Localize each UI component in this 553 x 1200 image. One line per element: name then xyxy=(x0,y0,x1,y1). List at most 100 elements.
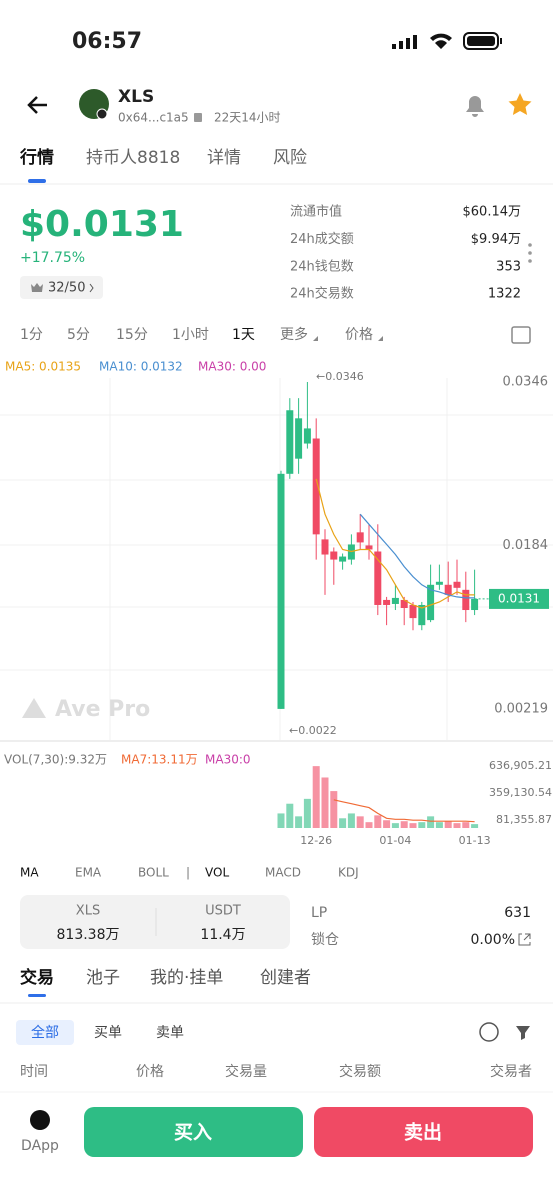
interval[interactable]: 1小时 xyxy=(172,327,209,343)
volume-bar xyxy=(295,816,303,828)
sell-label[interactable]: 卖出 xyxy=(404,1121,442,1144)
x-tick-label: 01-04 xyxy=(379,834,411,847)
interval[interactable]: 15分 xyxy=(116,327,148,343)
pool-token-name: XLS xyxy=(76,904,100,919)
trade-tab[interactable]: 交易 xyxy=(20,967,54,988)
back-button[interactable] xyxy=(27,96,47,114)
buy-button[interactable] xyxy=(84,1107,303,1157)
favorite-button[interactable] xyxy=(508,93,532,115)
y-tick-label: 359,130.54 xyxy=(489,786,552,799)
score-badge[interactable] xyxy=(20,276,103,299)
volume-bar xyxy=(339,818,347,828)
ma-line xyxy=(315,478,475,609)
volume-bar xyxy=(409,823,417,828)
candle-body xyxy=(453,581,461,588)
dropdown-caret xyxy=(378,336,383,341)
trade-tab[interactable]: 我的·挂单 xyxy=(150,968,223,988)
filter[interactable]: 卖单 xyxy=(156,1025,184,1041)
indicator[interactable]: KDJ xyxy=(338,866,359,880)
interval[interactable]: 5分 xyxy=(67,327,90,343)
stat-value: 1322 xyxy=(488,287,521,302)
volume-bar xyxy=(418,822,426,828)
more-menu[interactable] xyxy=(528,243,532,263)
candle-body xyxy=(471,598,479,611)
pause-button[interactable] xyxy=(479,1022,499,1042)
volume-bar xyxy=(391,823,399,828)
table-header: 时间 xyxy=(20,1064,48,1080)
sell-button[interactable] xyxy=(314,1107,533,1157)
token-symbol: XLS xyxy=(118,87,154,107)
copy-icon[interactable] xyxy=(194,113,202,122)
volume-bar xyxy=(471,824,479,828)
filter-button[interactable] xyxy=(516,1026,530,1040)
score: 32/50 xyxy=(48,281,85,296)
volume-title: VOL(7,30):9.32万 xyxy=(4,753,107,767)
trade-tab[interactable]: 池子 xyxy=(86,968,120,988)
candle-body xyxy=(339,556,347,562)
volume-bar xyxy=(453,823,461,828)
stat-value: $60.14万 xyxy=(463,205,522,220)
filter[interactable]: 全部 xyxy=(31,1024,59,1041)
clock: 06:57 xyxy=(72,29,142,54)
candle-body xyxy=(365,545,373,550)
last-price-tag xyxy=(489,588,549,609)
tab[interactable]: 行情 xyxy=(19,147,54,168)
pool-token-amount: 813.38万 xyxy=(57,927,120,943)
interval[interactable]: 1分 xyxy=(20,327,43,343)
external-link[interactable] xyxy=(518,933,531,946)
dapp-label[interactable]: DApp xyxy=(21,1138,59,1154)
interval[interactable]: 价格 xyxy=(345,327,373,343)
tab-indicator xyxy=(28,179,46,183)
volume-bar xyxy=(435,822,443,828)
pool-quote-name: USDT xyxy=(205,904,241,919)
buy-label[interactable]: 买入 xyxy=(174,1122,212,1144)
filter-active xyxy=(16,1020,74,1045)
volume-bar xyxy=(286,803,294,828)
chart-settings[interactable] xyxy=(511,326,531,344)
tab-indicator xyxy=(28,994,46,997)
volume-bar xyxy=(427,816,435,828)
alert-button[interactable] xyxy=(466,96,484,117)
table-header: 交易量 xyxy=(225,1063,267,1080)
volume-bar xyxy=(347,813,355,828)
interval[interactable]: 1天 xyxy=(232,327,255,343)
volume-bar xyxy=(321,777,329,828)
candle-body xyxy=(383,599,391,605)
volume-bar xyxy=(356,816,364,828)
token-age: 22天14小时 xyxy=(214,111,281,125)
filter[interactable]: 买单 xyxy=(94,1025,122,1041)
candle-body xyxy=(312,438,320,535)
y-tick-label: 81,355.87 xyxy=(496,813,552,826)
trade-tab[interactable]: 创建者 xyxy=(260,968,311,988)
watermark: Ave Pro xyxy=(55,697,150,722)
lock-label: 锁仓 xyxy=(311,932,339,948)
stat-label: 流通市值 xyxy=(290,204,342,220)
candle-body xyxy=(303,428,311,444)
legend-entry: MA5: 0.0135 xyxy=(5,360,81,374)
candle-body xyxy=(321,539,329,555)
tab[interactable]: 风险 xyxy=(273,148,307,168)
tab[interactable]: 详情 xyxy=(207,148,241,168)
stat-value: 353 xyxy=(496,259,521,274)
indicator[interactable]: EMA xyxy=(75,866,102,880)
lock-value: 0.00% xyxy=(471,932,515,948)
tab[interactable]: 持币人8818 xyxy=(86,148,180,168)
stat-label: 24h交易数 xyxy=(290,286,354,302)
indicator[interactable]: MACD xyxy=(265,866,301,880)
candle-body xyxy=(462,589,470,611)
status-icons xyxy=(392,32,502,50)
lp-label: LP xyxy=(311,905,327,921)
chart-grid xyxy=(0,378,553,740)
dapp-icon[interactable] xyxy=(30,1110,50,1130)
stat-label: 24h成交额 xyxy=(290,231,354,247)
interval[interactable]: 更多 xyxy=(280,326,308,343)
volume-bar xyxy=(444,821,452,828)
pool-quote-amount: 11.4万 xyxy=(200,927,245,943)
volume-bar xyxy=(303,798,311,828)
indicator[interactable]: MA xyxy=(20,866,39,880)
indicator[interactable]: BOLL xyxy=(138,866,169,880)
indicator[interactable]: VOL xyxy=(205,866,229,880)
candle-body xyxy=(409,604,417,619)
dropdown-caret xyxy=(313,336,318,341)
